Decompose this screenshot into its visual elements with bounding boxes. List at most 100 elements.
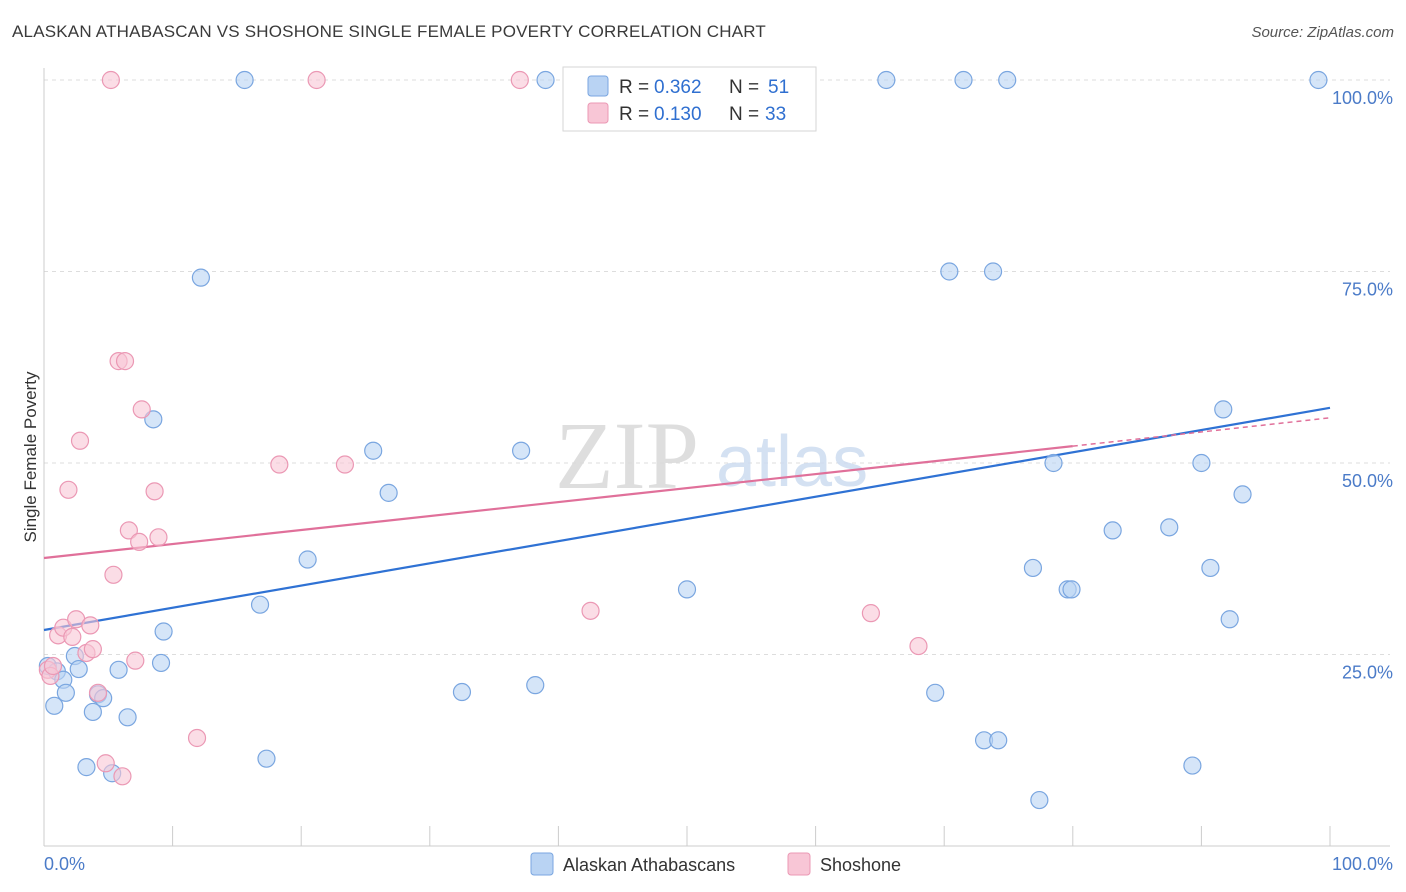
shoshone-point bbox=[113, 767, 132, 786]
shoshone-point bbox=[59, 480, 78, 499]
athabascan-point bbox=[298, 550, 317, 569]
shoshone-point bbox=[149, 528, 168, 547]
athabascan-point bbox=[954, 70, 973, 90]
shoshone-point bbox=[130, 532, 149, 551]
shoshone-point bbox=[861, 604, 880, 623]
athabascan-point bbox=[1030, 790, 1049, 810]
athabascan-point bbox=[191, 268, 210, 287]
series-legend-label-shoshone: Shoshone bbox=[820, 855, 901, 875]
series-legend-swatch-athabascans bbox=[530, 852, 554, 876]
athabascan-point bbox=[250, 595, 270, 614]
series-legend-label-athabascans: Alaskan Athabascans bbox=[563, 855, 735, 875]
y-tick-label: 50.0% bbox=[1342, 471, 1393, 491]
axes-layer bbox=[43, 68, 1390, 847]
y-tick-label: 75.0% bbox=[1342, 280, 1393, 300]
athabascan-point bbox=[536, 70, 555, 90]
shoshone-point bbox=[909, 636, 928, 656]
athabascan-point bbox=[1160, 518, 1179, 537]
athabascan-point bbox=[512, 441, 531, 460]
athabascan-point bbox=[69, 659, 88, 679]
athabascan-point bbox=[257, 749, 276, 768]
athabascan-point bbox=[154, 622, 173, 641]
athabascan-point bbox=[983, 262, 1003, 281]
athabascan-point bbox=[379, 483, 398, 502]
athabascan-point bbox=[1192, 453, 1211, 473]
athabascan-point bbox=[1309, 70, 1328, 90]
legend-r-label-blue: R = bbox=[619, 77, 649, 98]
legend-r-label-pink: R = bbox=[619, 104, 649, 125]
athabascan-trend-line bbox=[43, 406, 1331, 632]
watermark: ZIP atlas bbox=[555, 402, 868, 509]
data-points bbox=[38, 70, 1328, 810]
y-tick-label: 25.0% bbox=[1342, 663, 1393, 683]
shoshone-point bbox=[63, 627, 82, 646]
athabascan-point bbox=[1044, 453, 1063, 473]
y-tick-labels: 25.0% 50.0% 75.0% 100.0% bbox=[1332, 88, 1393, 683]
athabascan-point bbox=[677, 580, 697, 599]
athabascan-point bbox=[235, 70, 254, 90]
athabascan-point bbox=[926, 683, 945, 702]
athabascan-point bbox=[526, 676, 545, 695]
legend-swatch-pink bbox=[587, 102, 609, 124]
athabascan-point bbox=[364, 441, 383, 460]
shoshone-trend-line bbox=[43, 445, 1073, 560]
shoshone-point bbox=[43, 656, 63, 676]
shoshone-point bbox=[101, 70, 120, 90]
shoshone-point bbox=[126, 651, 145, 670]
shoshone-point bbox=[307, 70, 326, 90]
grid-layer bbox=[44, 79, 1390, 846]
x-tick-label-min: 0.0% bbox=[44, 854, 85, 874]
shoshone-point bbox=[581, 601, 600, 620]
athabascan-point bbox=[1233, 485, 1252, 504]
athabascan-point bbox=[151, 653, 171, 673]
shoshone-point bbox=[187, 728, 207, 748]
athabascan-point bbox=[1062, 580, 1081, 599]
athabascan-point bbox=[989, 731, 1008, 750]
athabascan-point bbox=[1023, 558, 1043, 578]
athabascan-point bbox=[144, 410, 163, 429]
shoshone-point bbox=[119, 521, 138, 540]
shoshone-point bbox=[88, 683, 108, 702]
athabascan-point bbox=[77, 758, 96, 777]
x-tick-label-max: 100.0% bbox=[1332, 854, 1393, 874]
series-legend: Alaskan Athabascans Shoshone bbox=[530, 852, 901, 876]
legend-n-label-pink: N = bbox=[729, 104, 759, 125]
stats-legend: R = 0.362 N = 51 R = 0.130 N = 33 bbox=[562, 66, 817, 132]
source-label: Source: ZipAtlas.com bbox=[1251, 24, 1394, 41]
shoshone-trend-extension bbox=[1072, 417, 1331, 447]
athabascan-point bbox=[1201, 558, 1220, 578]
athabascan-point bbox=[998, 70, 1017, 90]
athabascan-point bbox=[118, 708, 137, 727]
shoshone-point bbox=[83, 640, 102, 659]
athabascan-point bbox=[877, 70, 896, 90]
legend-swatch-blue bbox=[587, 75, 609, 97]
shoshone-point bbox=[70, 431, 90, 450]
legend-r-value-pink: 0.130 bbox=[654, 104, 702, 125]
y-tick-label: 100.0% bbox=[1332, 88, 1393, 108]
athabascan-point bbox=[940, 262, 959, 281]
shoshone-point bbox=[510, 70, 529, 90]
legend-n-label-blue: N = bbox=[729, 77, 759, 98]
watermark-atlas: atlas bbox=[716, 422, 868, 502]
legend-n-value-blue: 51 bbox=[768, 77, 789, 98]
series-legend-swatch-shoshone bbox=[787, 852, 811, 876]
shoshone-point bbox=[104, 565, 123, 584]
athabascan-point bbox=[1214, 400, 1233, 419]
shoshone-point bbox=[115, 352, 135, 371]
legend-r-value-blue: 0.362 bbox=[654, 77, 702, 98]
athabascan-point bbox=[83, 702, 102, 722]
shoshone-point bbox=[335, 455, 355, 474]
athabascan-point bbox=[56, 683, 75, 702]
athabascan-point bbox=[1183, 756, 1202, 775]
athabascan-point bbox=[452, 682, 472, 702]
shoshone-point bbox=[145, 482, 164, 501]
shoshone-point bbox=[270, 455, 289, 474]
shoshone-point bbox=[96, 754, 115, 773]
athabascan-point bbox=[1220, 610, 1239, 629]
chart-title: ALASKAN ATHABASCAN VS SHOSHONE SINGLE FE… bbox=[12, 22, 767, 41]
athabascan-point bbox=[1103, 521, 1122, 540]
legend-n-value-pink: 33 bbox=[765, 104, 786, 125]
athabascan-point bbox=[45, 696, 64, 715]
watermark-zip: ZIP bbox=[555, 402, 699, 509]
